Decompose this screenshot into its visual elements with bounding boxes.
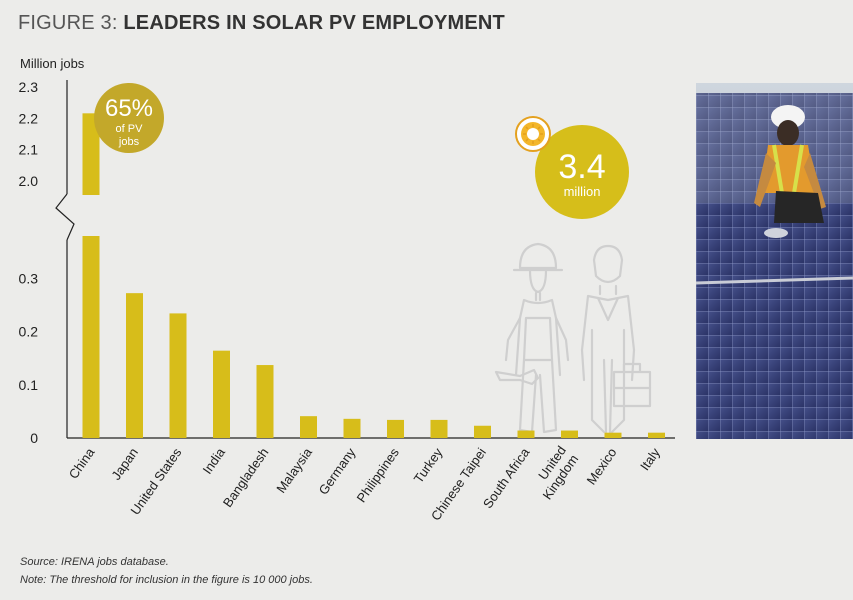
bar bbox=[343, 418, 361, 438]
x-tick-label: Turkey bbox=[411, 445, 446, 486]
x-tick-label: Malaysia bbox=[273, 444, 315, 495]
y-tick-label: 0 bbox=[30, 430, 38, 446]
bar bbox=[256, 365, 274, 438]
x-tick-label-line: Philippines bbox=[354, 445, 403, 506]
x-tick-label-line: Turkey bbox=[411, 445, 446, 486]
bar bbox=[474, 425, 491, 438]
china-share-value: 65% bbox=[105, 95, 153, 122]
bar bbox=[82, 113, 100, 195]
x-tick-label: UnitedKingdom bbox=[527, 443, 581, 502]
bar bbox=[126, 293, 143, 438]
x-tick-label-line: Germany bbox=[316, 445, 359, 498]
y-tick-label: 0.1 bbox=[19, 377, 39, 393]
x-tick-label: Germany bbox=[316, 445, 359, 498]
x-tick-label: Bangladesh bbox=[220, 445, 272, 510]
y-ticks: 0 0.1 0.2 0.3 2.0 2.1 2.2 2.3 bbox=[19, 79, 39, 446]
total-unit: million bbox=[564, 184, 601, 199]
figure-number: FIGURE 3: bbox=[18, 12, 118, 34]
bar bbox=[430, 419, 448, 438]
axis-break-mark bbox=[55, 193, 75, 241]
y-tick-label: 0.2 bbox=[19, 324, 39, 340]
bar bbox=[561, 430, 578, 438]
y-tick-label: 2.1 bbox=[19, 142, 39, 158]
threshold-note: Note: The threshold for inclusion in the… bbox=[20, 574, 313, 586]
x-tick-label: China bbox=[66, 444, 98, 481]
bar-chart: 00.10.20.32.02.12.22.3 China JapanUnited … bbox=[19, 79, 675, 523]
sun-icon bbox=[515, 116, 551, 152]
x-tick-label-line: China bbox=[66, 444, 98, 481]
china-share-line1: of PV bbox=[116, 123, 144, 135]
x-tick-label: Philippines bbox=[354, 445, 403, 506]
callouts: 65% of PV jobs 3.4 million bbox=[94, 83, 629, 219]
bar bbox=[517, 430, 535, 438]
bar bbox=[300, 416, 317, 438]
workers-illustration bbox=[494, 242, 652, 434]
x-tick-label: Italy bbox=[637, 445, 663, 474]
total-value: 3.4 bbox=[558, 148, 605, 186]
y-tick-label: 2.2 bbox=[19, 110, 39, 126]
x-tick-label: Mexico bbox=[584, 445, 620, 487]
bar bbox=[169, 313, 187, 438]
x-tick-label: Japan bbox=[108, 445, 141, 483]
bar bbox=[648, 432, 665, 438]
bars bbox=[82, 113, 665, 438]
solar-worker-photo bbox=[696, 83, 853, 439]
x-tick-label-line: Malaysia bbox=[273, 444, 315, 495]
y-axis-label: Million jobs bbox=[20, 56, 85, 71]
y-tick-label: 2.3 bbox=[19, 79, 39, 95]
x-tick-label: India bbox=[199, 444, 228, 476]
x-tick-label-line: Italy bbox=[637, 445, 663, 474]
x-tick-label-line: Japan bbox=[108, 445, 141, 483]
bar bbox=[387, 419, 404, 438]
china-share-line2: jobs bbox=[118, 136, 140, 148]
china-share-circle bbox=[94, 83, 164, 153]
figure-title: FIGURE 3: LEADERS IN SOLAR PV EMPLOYMENT bbox=[18, 12, 505, 35]
bar bbox=[82, 236, 100, 438]
x-tick-label-line: Bangladesh bbox=[220, 445, 272, 510]
bar bbox=[213, 350, 230, 438]
figure-title-text: LEADERS IN SOLAR PV EMPLOYMENT bbox=[123, 12, 505, 34]
total-circle bbox=[535, 125, 629, 219]
y-tick-label: 2.0 bbox=[19, 173, 39, 189]
x-tick-label-line: India bbox=[199, 444, 228, 476]
bar bbox=[604, 432, 622, 438]
source-note: Source: IRENA jobs database. bbox=[20, 556, 169, 568]
y-tick-label: 0.3 bbox=[19, 270, 39, 286]
x-tick-label-line: Mexico bbox=[584, 445, 620, 487]
